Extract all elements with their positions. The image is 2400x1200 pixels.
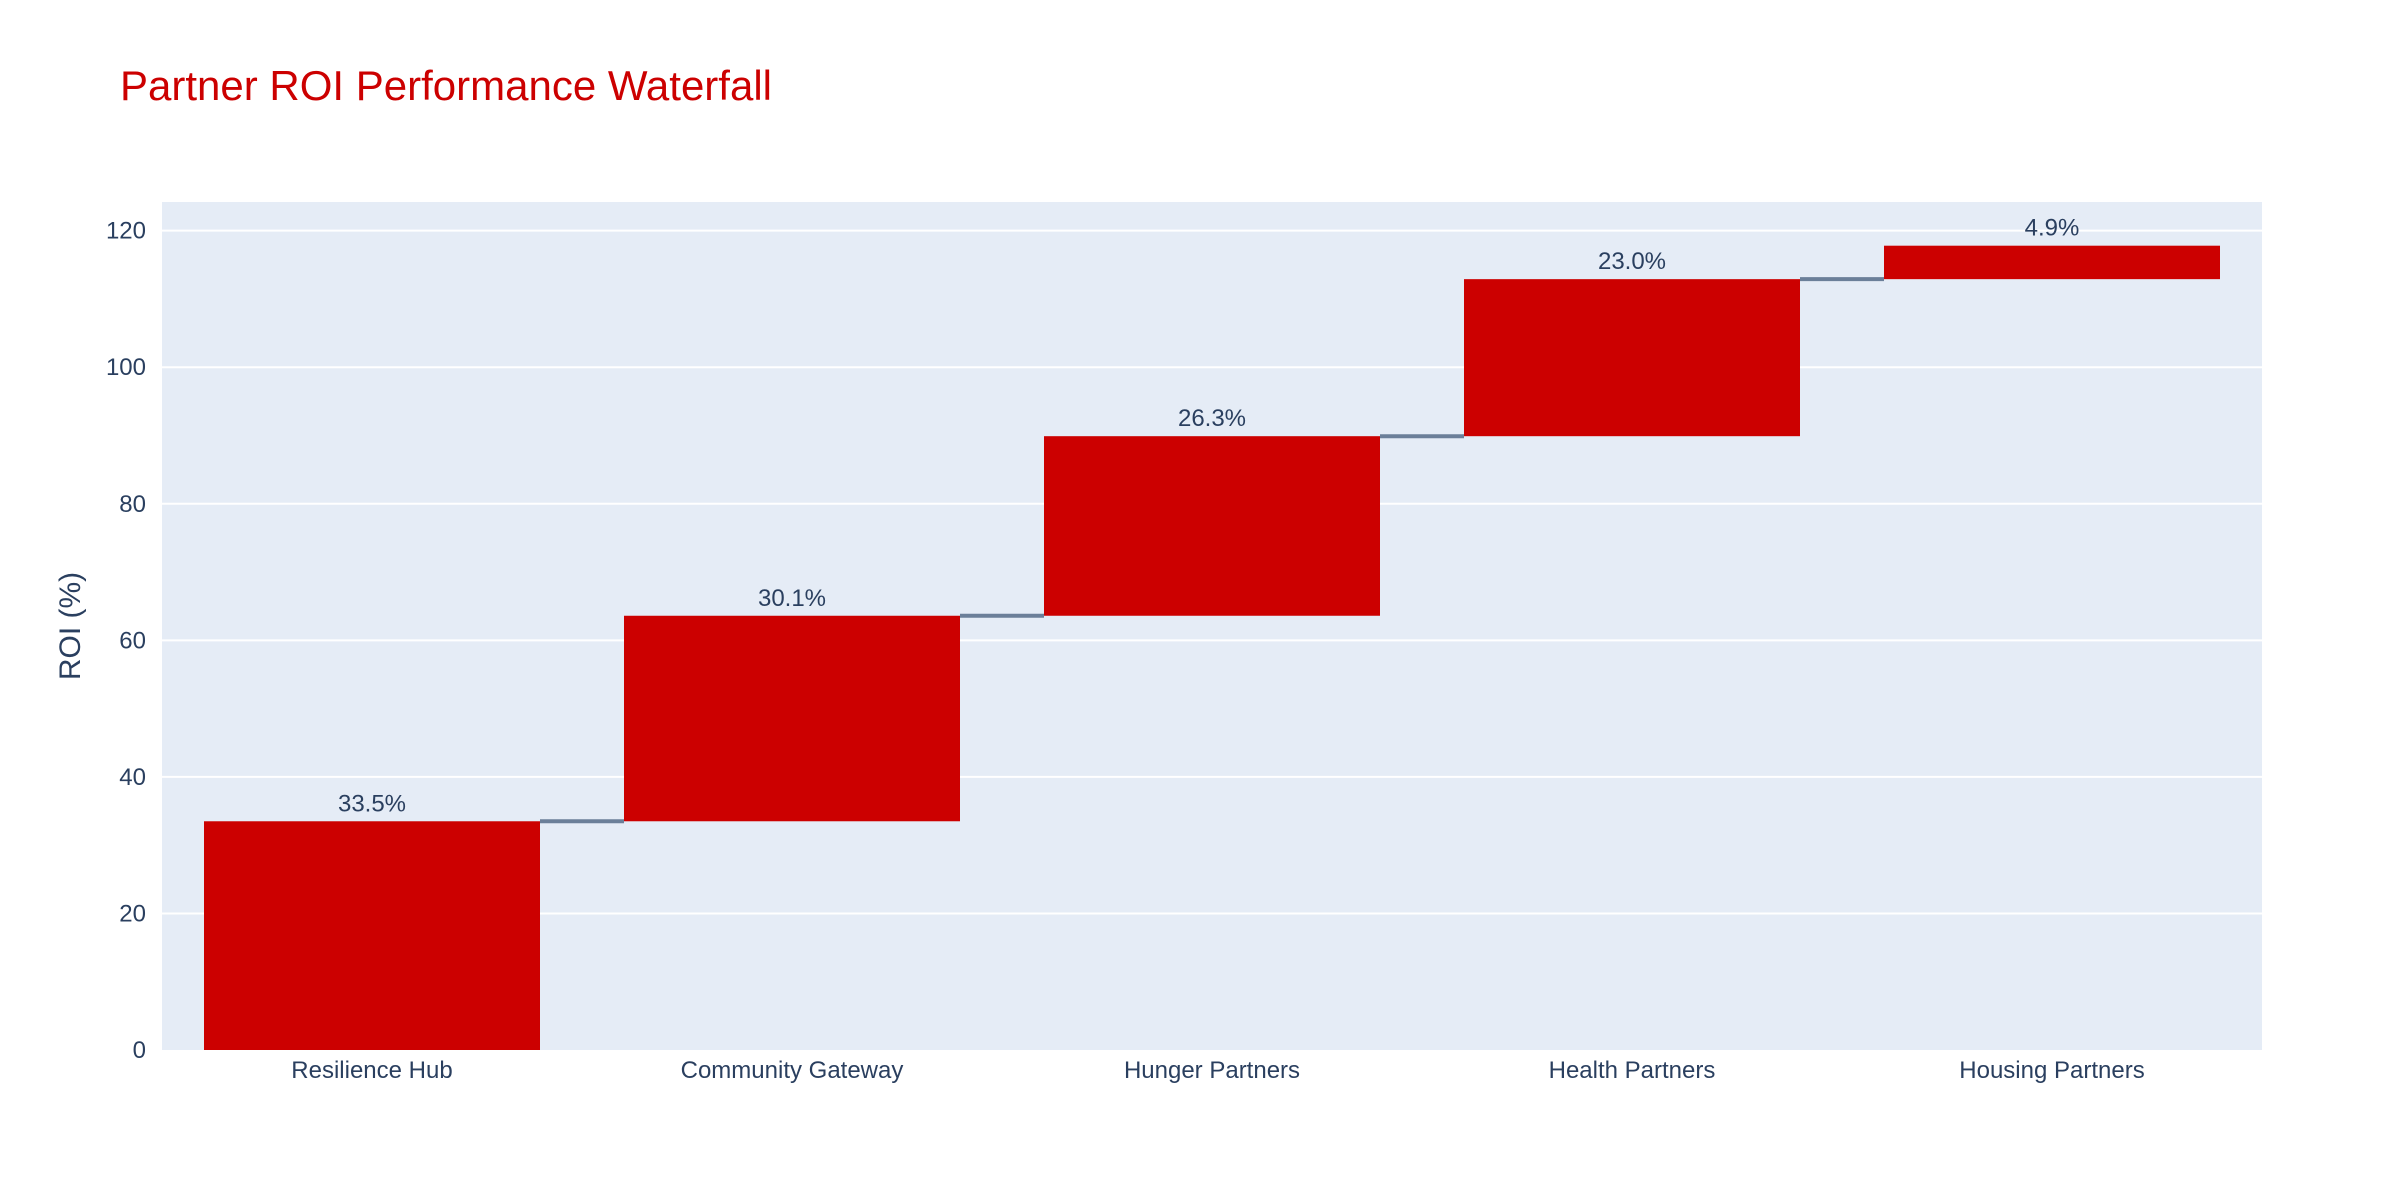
y-tick-label: 40 [119,764,146,791]
waterfall-bar [624,615,960,822]
x-tick-label: Health Partners [1549,1057,1716,1084]
y-tick-label: 100 [106,354,146,381]
y-tick-label: 80 [119,491,146,518]
data-label: 26.3% [1178,405,1246,432]
chart-title: Partner ROI Performance Waterfall [120,62,772,109]
waterfall-bar [1044,436,1380,616]
x-tick-label: Housing Partners [1959,1057,2144,1084]
x-tick-label: Resilience Hub [291,1057,452,1084]
y-axis-title: ROI (%) [54,572,87,680]
data-label: 33.5% [338,790,406,817]
y-tick-label: 0 [133,1037,146,1064]
y-tick-label: 20 [119,900,146,927]
waterfall-bar [1884,245,2220,280]
waterfall-bar [1464,279,1800,437]
data-label: 30.1% [758,585,826,612]
y-tick-label: 60 [119,627,146,654]
data-label: 4.9% [2025,215,2080,242]
x-tick-label: Hunger Partners [1124,1057,1300,1084]
waterfall-bar [204,821,540,1050]
data-label: 23.0% [1598,248,1666,275]
y-tick-label: 120 [106,218,146,245]
x-tick-label: Community Gateway [681,1057,904,1084]
